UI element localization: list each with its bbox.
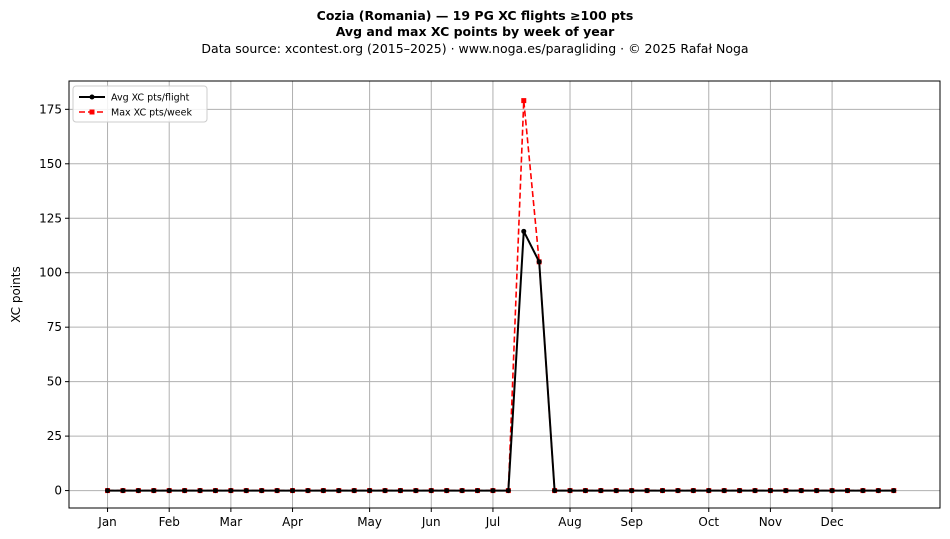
data-point bbox=[305, 488, 311, 494]
data-point bbox=[397, 488, 403, 494]
plot-frame bbox=[68, 80, 941, 509]
y-axis: 0 25 50 75 100 125 150 175 bbox=[39, 102, 69, 498]
data-point bbox=[737, 488, 743, 494]
x-axis: Jan Feb Mar Apr May Jun Jul Aug Sep Oct Nov Dec bbox=[97, 508, 844, 529]
x-tick-label-feb: Feb bbox=[159, 515, 180, 529]
y-tick-label: 100 bbox=[39, 266, 62, 280]
data-point bbox=[336, 488, 342, 494]
x-tick-label-jan: Jan bbox=[97, 515, 117, 529]
data-point bbox=[752, 488, 758, 494]
data-point bbox=[490, 488, 496, 494]
y-tick-label: 75 bbox=[47, 320, 62, 334]
data-point bbox=[243, 488, 249, 494]
data-point bbox=[367, 488, 373, 494]
series-max bbox=[105, 98, 897, 494]
data-point bbox=[598, 488, 604, 494]
data-point bbox=[552, 488, 558, 494]
grid-lines bbox=[69, 81, 940, 508]
data-point bbox=[629, 488, 635, 494]
legend-box bbox=[72, 85, 208, 123]
legend-swatch-marker bbox=[89, 94, 95, 100]
data-point bbox=[783, 488, 789, 494]
data-point bbox=[413, 488, 419, 494]
y-axis-label: XC points bbox=[9, 266, 23, 322]
chart-title-line1: Cozia (Romania) — 19 PG XC flights ≥100 … bbox=[316, 8, 634, 23]
data-point bbox=[228, 488, 234, 494]
data-point bbox=[860, 488, 866, 494]
series-layer bbox=[105, 98, 897, 494]
data-point bbox=[120, 488, 126, 494]
x-tick-label-sep: Sep bbox=[620, 515, 643, 529]
data-point bbox=[459, 488, 465, 494]
data-point bbox=[197, 488, 203, 494]
y-tick-label: 125 bbox=[39, 211, 62, 225]
legend: Avg XC pts/flight Max XC pts/week bbox=[72, 85, 208, 123]
data-point bbox=[182, 488, 188, 494]
data-point bbox=[351, 488, 357, 494]
data-point bbox=[582, 488, 588, 494]
data-point bbox=[521, 98, 527, 104]
data-point bbox=[798, 488, 804, 494]
data-point bbox=[274, 488, 280, 494]
series-line bbox=[107, 230, 894, 492]
data-point bbox=[660, 488, 666, 494]
data-point bbox=[536, 259, 542, 265]
x-tick-label-may: May bbox=[357, 515, 382, 529]
x-tick-label-oct: Oct bbox=[698, 515, 719, 529]
data-point bbox=[845, 488, 851, 494]
chart-subtitle: Data source: xcontest.org (2015–2025) · … bbox=[201, 41, 749, 56]
series-avg bbox=[105, 228, 897, 494]
data-point bbox=[767, 488, 773, 494]
data-point bbox=[675, 488, 681, 494]
data-point bbox=[151, 488, 157, 494]
data-point bbox=[814, 488, 820, 494]
data-point bbox=[891, 488, 897, 494]
data-point bbox=[690, 488, 696, 494]
data-point bbox=[613, 488, 619, 494]
data-point bbox=[212, 488, 218, 494]
y-tick-label: 150 bbox=[39, 157, 62, 171]
data-point bbox=[567, 488, 573, 494]
data-point bbox=[320, 488, 326, 494]
x-tick-label-jul: Jul bbox=[485, 515, 500, 529]
y-tick-label: 0 bbox=[54, 484, 62, 498]
legend-swatch-marker bbox=[89, 109, 95, 115]
data-point bbox=[644, 488, 650, 494]
data-point bbox=[166, 488, 172, 494]
data-point bbox=[444, 488, 450, 494]
chart-titles: Cozia (Romania) — 19 PG XC flights ≥100 … bbox=[0, 8, 950, 57]
x-tick-label-nov: Nov bbox=[759, 515, 782, 529]
y-tick-label: 175 bbox=[39, 102, 62, 116]
data-point bbox=[428, 488, 434, 494]
data-point bbox=[135, 488, 141, 494]
data-point bbox=[829, 488, 835, 494]
data-point bbox=[721, 488, 727, 494]
data-point bbox=[382, 488, 388, 494]
chart-title-line2: Avg and max XC points by week of year bbox=[335, 24, 615, 39]
data-point bbox=[505, 488, 511, 494]
x-tick-label-jun: Jun bbox=[421, 515, 441, 529]
x-tick-label-mar: Mar bbox=[220, 515, 243, 529]
data-point bbox=[290, 488, 296, 494]
legend-label: Max XC pts/week bbox=[111, 108, 192, 119]
x-tick-label-aug: Aug bbox=[558, 515, 581, 529]
series-line bbox=[107, 99, 894, 492]
data-point bbox=[521, 228, 527, 234]
y-tick-label: 50 bbox=[47, 375, 62, 389]
data-point bbox=[706, 488, 712, 494]
data-point bbox=[875, 488, 881, 494]
data-point bbox=[475, 488, 481, 494]
data-point bbox=[105, 488, 111, 494]
x-tick-label-apr: Apr bbox=[282, 515, 303, 529]
y-tick-label: 25 bbox=[47, 429, 62, 443]
x-tick-label-dec: Dec bbox=[820, 515, 843, 529]
data-point bbox=[259, 488, 265, 494]
legend-label: Avg XC pts/flight bbox=[111, 93, 190, 104]
